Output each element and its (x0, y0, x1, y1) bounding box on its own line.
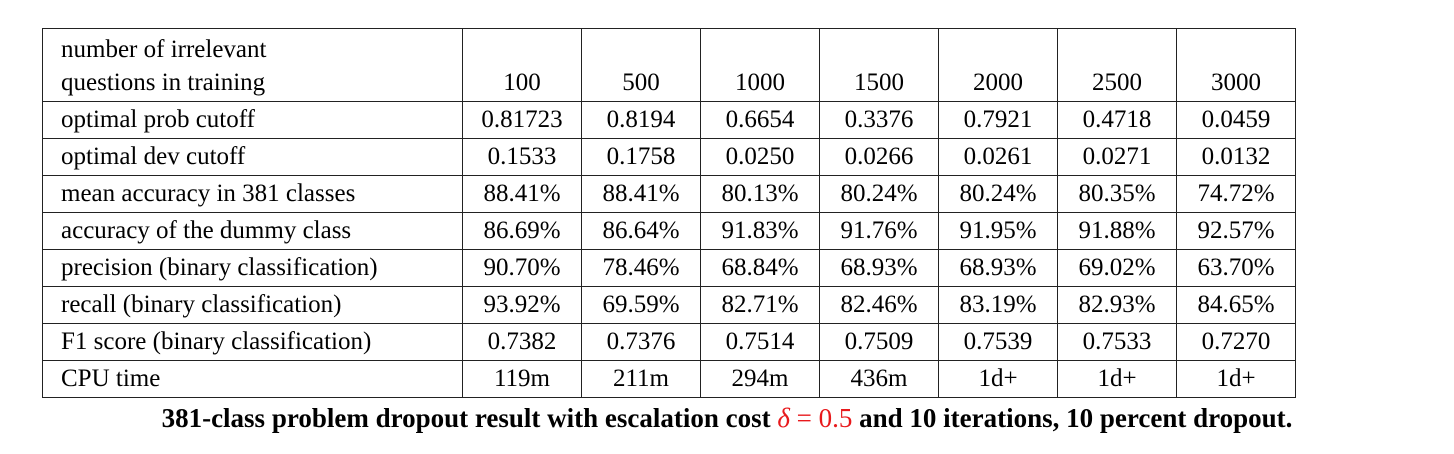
table-cell: 0.7533 (1057, 323, 1177, 361)
table-cell: 88.41% (581, 175, 701, 213)
table-header-row: number of irrelevant questions in trainin… (42, 28, 1296, 102)
table-cell: 0.0266 (819, 138, 939, 176)
table-caption: 381-class problem dropout result with es… (0, 403, 1454, 434)
caption-delta-symbol: δ (777, 403, 790, 433)
row-label: optimal prob cutoff (42, 101, 463, 139)
table-cell: 88.41% (462, 175, 582, 213)
table-cell: 0.4718 (1057, 101, 1177, 139)
table-cell: 1d+ (938, 360, 1058, 398)
table-cell: 80.24% (938, 175, 1058, 213)
table-cell: 91.76% (819, 212, 939, 250)
table-cell: 0.0459 (1176, 101, 1296, 139)
header-label-line2: questions in training (61, 69, 266, 96)
table-cell: 68.93% (819, 249, 939, 287)
table-cell: 1d+ (1176, 360, 1296, 398)
table-cell: 0.0261 (938, 138, 1058, 176)
caption-text-before: 381-class problem dropout result with es… (161, 403, 778, 433)
table-cell: 84.65% (1176, 286, 1296, 324)
table-cell: 1d+ (1057, 360, 1177, 398)
table-cell: 294m (700, 360, 820, 398)
table-cell: 0.7376 (581, 323, 701, 361)
table-cell: 0.7921 (938, 101, 1058, 139)
table-cell: 86.69% (462, 212, 582, 250)
table-cell: 69.59% (581, 286, 701, 324)
table-row: optimal prob cutoff 0.81723 0.8194 0.665… (42, 101, 1296, 139)
table-cell: 0.0250 (700, 138, 820, 176)
column-header: 2000 (938, 28, 1058, 102)
row-label: CPU time (42, 360, 463, 398)
table-cell: 0.7382 (462, 323, 582, 361)
table-cell: 63.70% (1176, 249, 1296, 287)
table-row: optimal dev cutoff 0.1533 0.1758 0.0250 … (42, 138, 1296, 176)
table-cell: 211m (581, 360, 701, 398)
table-row: precision (binary classification) 90.70%… (42, 249, 1296, 287)
row-label: F1 score (binary classification) (42, 323, 463, 361)
row-label: mean accuracy in 381 classes (42, 175, 463, 213)
table-cell: 91.95% (938, 212, 1058, 250)
column-header: 1000 (700, 28, 820, 102)
table-cell: 0.81723 (462, 101, 582, 139)
table-row: accuracy of the dummy class 86.69% 86.64… (42, 212, 1296, 250)
row-label: recall (binary classification) (42, 286, 463, 324)
column-header: 2500 (1057, 28, 1177, 102)
table-cell: 92.57% (1176, 212, 1296, 250)
table-cell: 0.7509 (819, 323, 939, 361)
table-row: mean accuracy in 381 classes 88.41% 88.4… (42, 175, 1296, 213)
table-row: recall (binary classification) 93.92% 69… (42, 286, 1296, 324)
table-cell: 80.24% (819, 175, 939, 213)
table-cell: 69.02% (1057, 249, 1177, 287)
table-cell: 0.0132 (1176, 138, 1296, 176)
row-label: accuracy of the dummy class (42, 212, 463, 250)
table-cell: 0.8194 (581, 101, 701, 139)
table-cell: 93.92% (462, 286, 582, 324)
table-cell: 82.71% (700, 286, 820, 324)
table-cell: 74.72% (1176, 175, 1296, 213)
table-cell: 0.1533 (462, 138, 582, 176)
header-label-line1: number of irrelevant (61, 36, 267, 63)
table-cell: 83.19% (938, 286, 1058, 324)
table-cell: 0.1758 (581, 138, 701, 176)
column-header: 3000 (1176, 28, 1296, 102)
table-cell: 91.88% (1057, 212, 1177, 250)
table-cell: 0.7539 (938, 323, 1058, 361)
table-cell: 119m (462, 360, 582, 398)
row-label: precision (binary classification) (42, 249, 463, 287)
column-header: 500 (581, 28, 701, 102)
table-cell: 82.46% (819, 286, 939, 324)
table-cell: 0.0271 (1057, 138, 1177, 176)
table-cell: 90.70% (462, 249, 582, 287)
table-cell: 91.83% (700, 212, 820, 250)
table-row: F1 score (binary classification) 0.7382 … (42, 323, 1296, 361)
table-cell: 78.46% (581, 249, 701, 287)
header-label-cell: number of irrelevant questions in trainin… (42, 28, 463, 102)
table-cell: 436m (819, 360, 939, 398)
table-cell: 86.64% (581, 212, 701, 250)
table-cell: 80.13% (700, 175, 820, 213)
table-cell: 0.7270 (1176, 323, 1296, 361)
column-header: 100 (462, 28, 582, 102)
caption-delta-value: = 0.5 (789, 403, 853, 433)
caption-formula: δ = 0.5 (777, 403, 852, 433)
row-label: optimal dev cutoff (42, 138, 463, 176)
table-cell: 82.93% (1057, 286, 1177, 324)
table-cell: 0.7514 (700, 323, 820, 361)
table-row: CPU time 119m 211m 294m 436m 1d+ 1d+ 1d+ (42, 360, 1296, 398)
table-cell: 80.35% (1057, 175, 1177, 213)
column-header: 1500 (819, 28, 939, 102)
table-cell: 68.93% (938, 249, 1058, 287)
caption-text-after: and 10 iterations, 10 percent dropout. (852, 403, 1293, 433)
table-cell: 68.84% (700, 249, 820, 287)
results-table: number of irrelevant questions in trainin… (42, 28, 1296, 398)
table-cell: 0.6654 (700, 101, 820, 139)
table-cell: 0.3376 (819, 101, 939, 139)
